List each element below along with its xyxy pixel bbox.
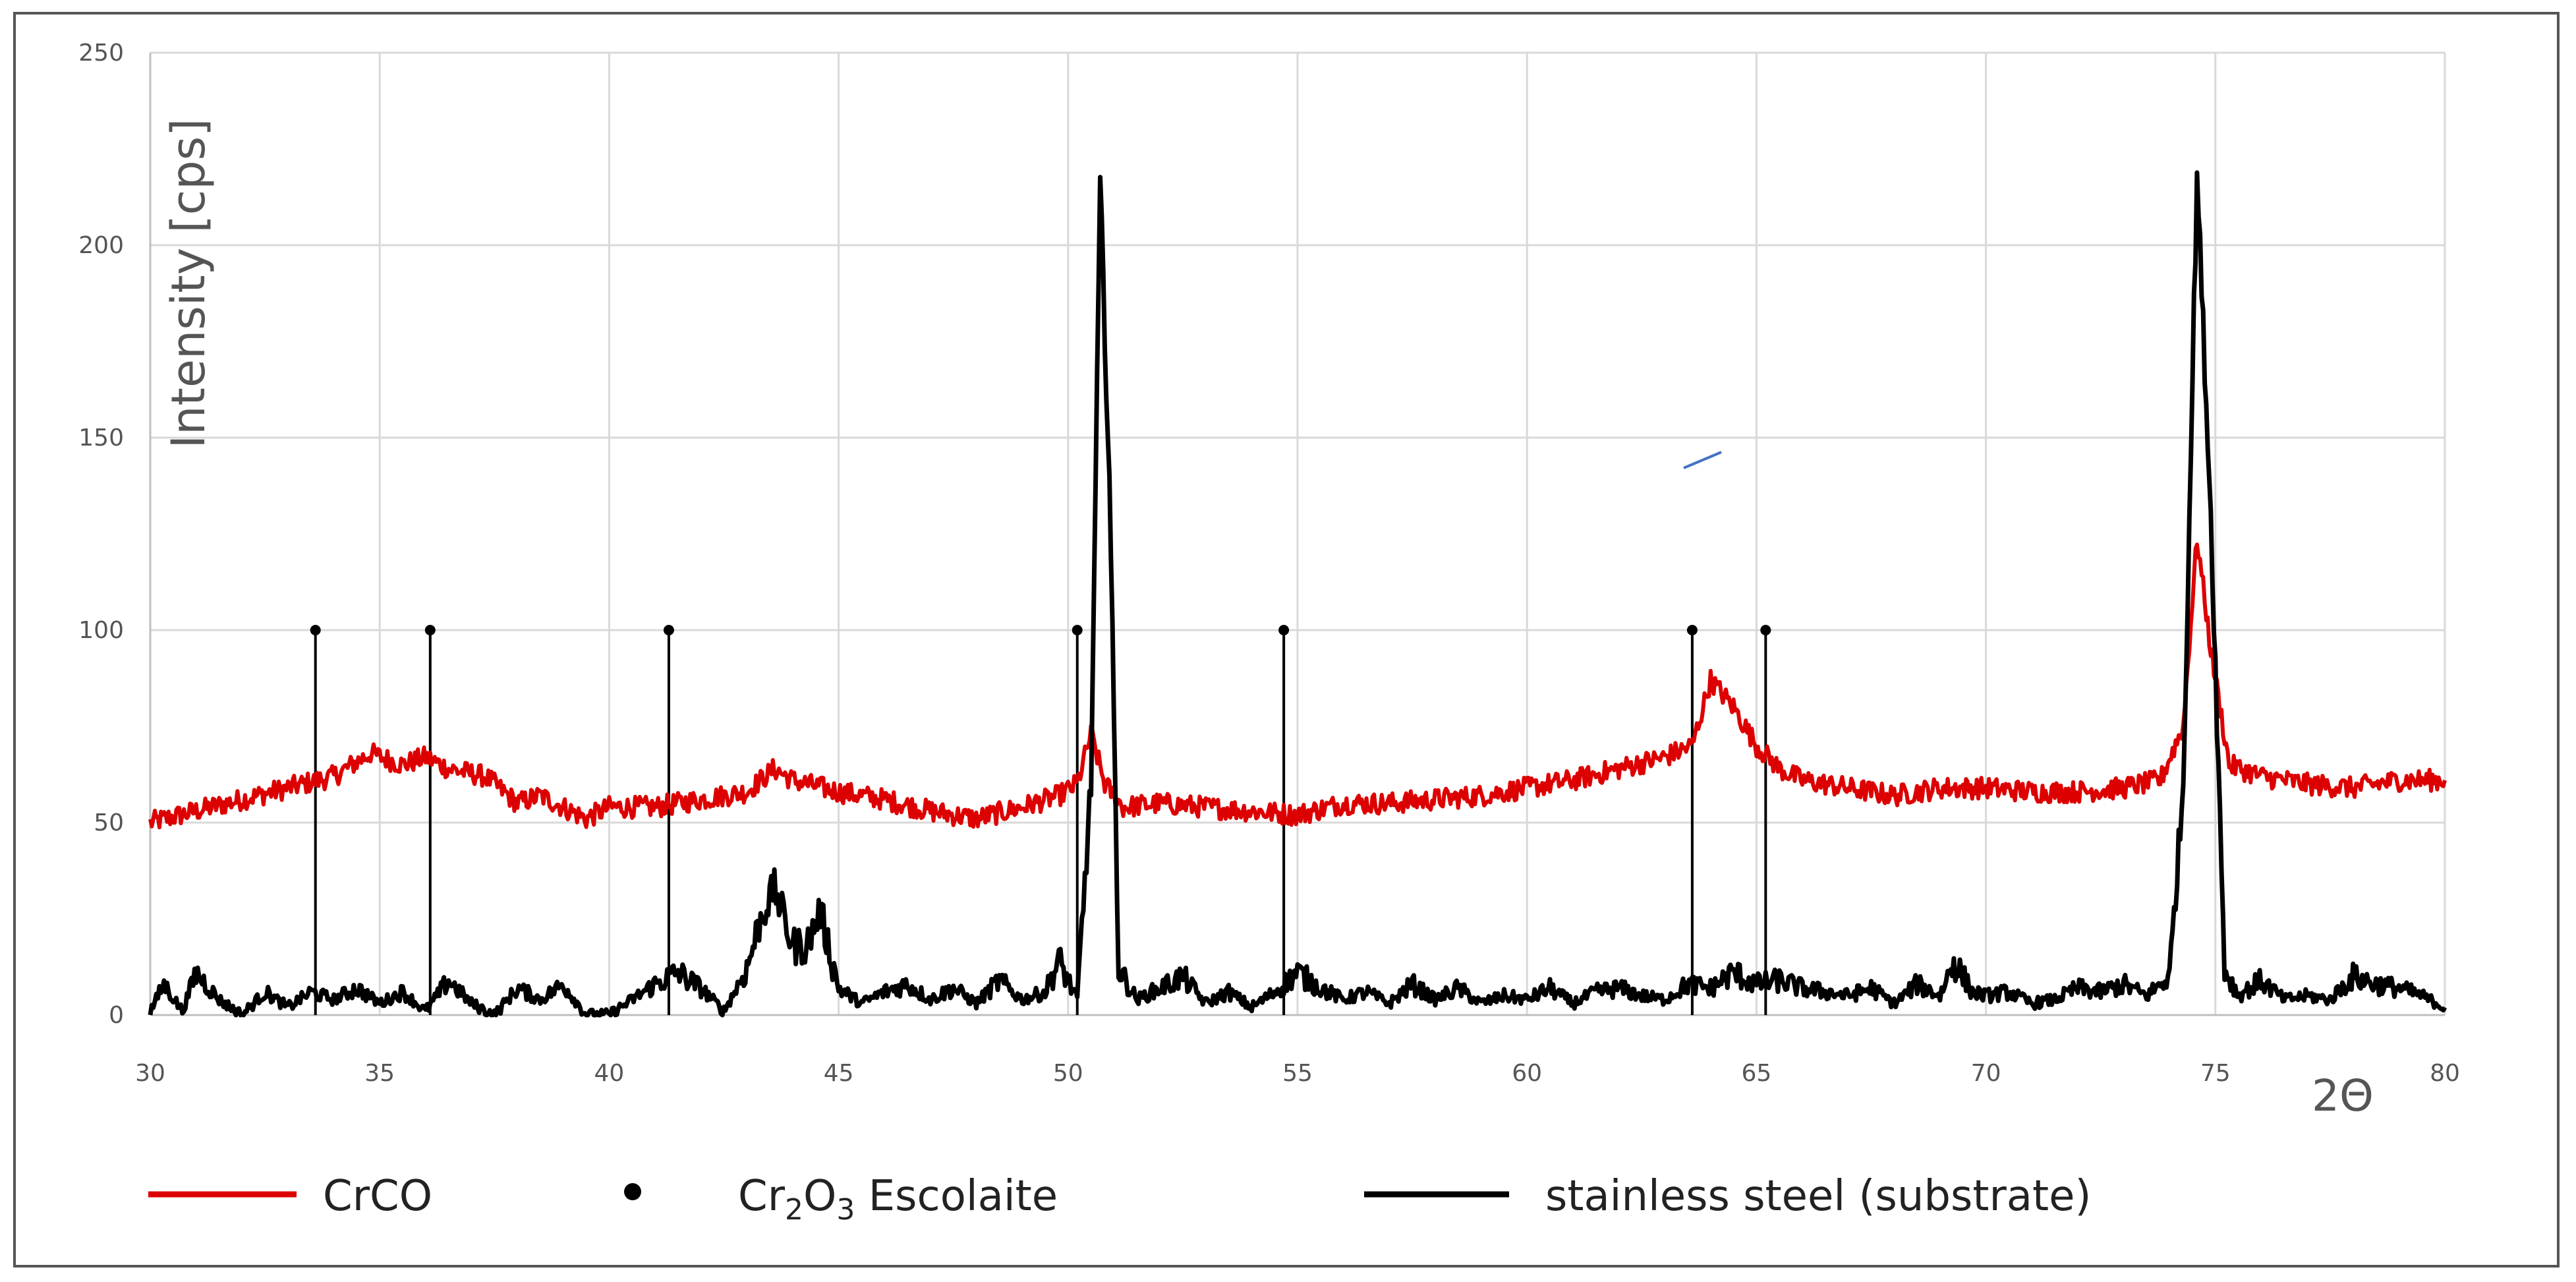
legend-label-cr2o3: Cr2O3 Escolaite (738, 1172, 1058, 1227)
x-tick-label: 55 (1282, 1060, 1313, 1087)
marker-dot-5 (1686, 625, 1698, 635)
marker-dot-0 (310, 625, 321, 635)
series-line-crco (148, 542, 2447, 830)
cr2o3-markers (310, 625, 1771, 1015)
y-tick-label: 100 (78, 617, 124, 644)
series-line-stainless-steel (148, 170, 2447, 1018)
y-tick-label: 250 (78, 40, 124, 67)
marker-dot-4 (1278, 625, 1290, 635)
grid (149, 51, 2446, 1016)
y-tick-label: 0 (109, 1002, 124, 1029)
x-tick-label: 45 (824, 1060, 854, 1087)
x-tick-label: 35 (364, 1060, 395, 1087)
axes (149, 53, 2445, 1016)
x-tick-label: 30 (135, 1060, 165, 1087)
y-tick-label: 50 (94, 809, 124, 836)
x-tick-label: 50 (1053, 1060, 1083, 1087)
y-axis-title: Intensity [cps] (161, 119, 215, 449)
x-tick-label: 40 (594, 1060, 624, 1087)
x-tick-label: 60 (1512, 1060, 1542, 1087)
marker-dot-2 (663, 625, 674, 635)
x-tick-label: 75 (2200, 1060, 2231, 1087)
marker-dot-1 (424, 625, 436, 635)
x-tick-label: 80 (2430, 1060, 2460, 1087)
legend: CrCO Cr2O3 Escolaite stainless steel (su… (148, 1172, 2091, 1227)
x-tick-label: 65 (1741, 1060, 1771, 1087)
marker-dot-6 (1760, 625, 1771, 635)
y-tick-label: 150 (78, 424, 124, 452)
series-lines (148, 170, 2447, 1018)
legend-label-crco: CrCO (323, 1172, 432, 1221)
chart-frame (13, 12, 2560, 1267)
stray-annotation-stroke (1683, 451, 1722, 469)
legend-label-steel: stainless steel (substrate) (1545, 1172, 2091, 1221)
tick-labels: 30 35 40 45 50 55 60 65 70 75 80 0 50 100 150 200 250 (78, 40, 2460, 1087)
x-axis-title: 2Θ (2312, 1070, 2374, 1121)
x-tick-label: 70 (1971, 1060, 2001, 1087)
y-tick-label: 200 (78, 232, 124, 259)
legend-marker-cr2o3 (624, 1183, 641, 1200)
marker-dot-3 (1072, 625, 1083, 635)
